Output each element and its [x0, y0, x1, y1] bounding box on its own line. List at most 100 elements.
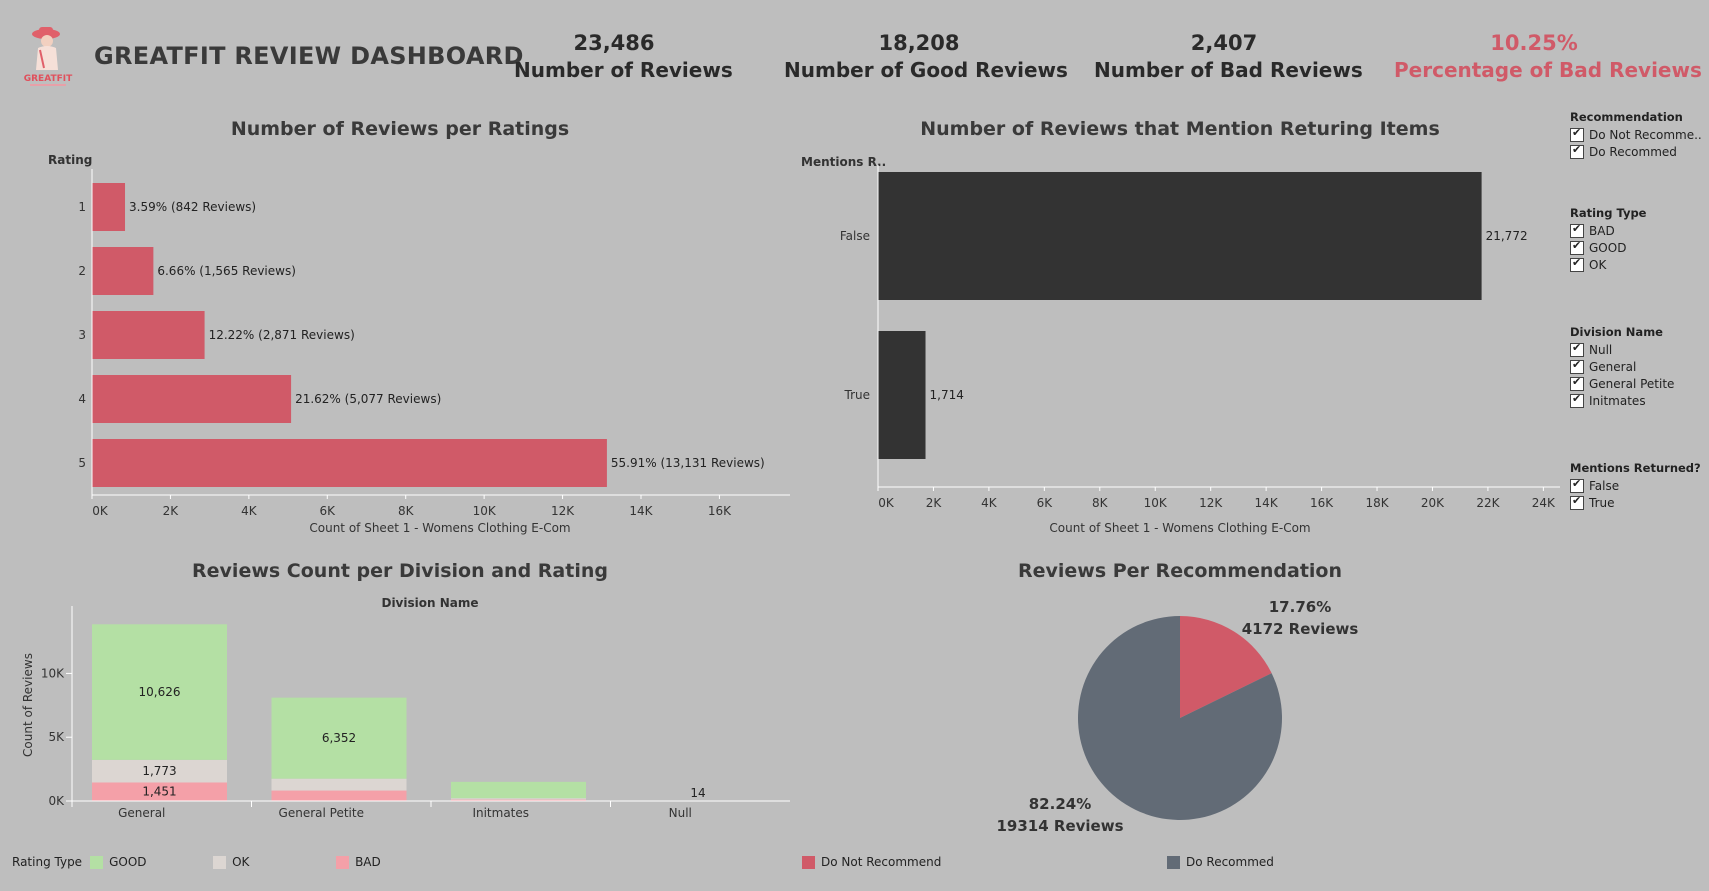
kpi-number-of-reviews: 23,486 Number of Reviews	[514, 30, 733, 84]
y-axis-title: Rating	[48, 153, 92, 167]
filter-division-name: Division Name Null General General Petit…	[1570, 325, 1706, 409]
y-tick-label: 0K	[48, 794, 65, 808]
x-axis-title: Division Name	[381, 596, 478, 610]
bar	[92, 183, 126, 231]
x-tick-label: 14K	[629, 504, 653, 518]
legend-title: Rating Type	[12, 855, 83, 869]
kpi-label: Number of Bad Reviews	[1094, 58, 1363, 82]
data-label: 14	[690, 786, 705, 800]
x-tick-label: 24K	[1532, 496, 1556, 510]
recommendation-chart-title: Reviews Per Recommendation	[1017, 560, 1342, 582]
filter-option-good[interactable]: GOOD	[1570, 239, 1706, 256]
checkbox-checked-icon[interactable]	[1570, 256, 1584, 272]
legend-swatch-do-recommed	[1167, 855, 1180, 869]
checkbox-checked-icon[interactable]	[1570, 143, 1584, 159]
x-axis-title: Count of Sheet 1 - Womens Clothing E-Com	[1049, 521, 1310, 535]
returns-chart: Mentions R.. False 21,772 True 1,714 0K 2K 4K 6K…	[801, 155, 1560, 535]
data-label: 6.66% (1,565 Reviews)	[157, 264, 296, 278]
filter-panel: Recommendation Do Not Recomme.. Do Recom…	[1570, 110, 1706, 529]
x-tick-label: 16K	[1310, 496, 1334, 510]
x-tick-label: 16K	[708, 504, 732, 518]
filter-option-bad[interactable]: BAD	[1570, 222, 1706, 239]
stacked-bar-segment	[451, 798, 586, 800]
stacked-bar-segment	[92, 759, 227, 783]
legend-swatch-ok	[213, 855, 227, 869]
filter-mentions-returned: Mentions Returned? False True	[1570, 461, 1706, 511]
x-tick-label: 10K	[1144, 496, 1168, 510]
filter-title: Mentions Returned?	[1570, 461, 1701, 475]
checkbox-checked-icon[interactable]	[1570, 222, 1584, 238]
y-tick-label: True	[844, 388, 871, 402]
filter-title: Rating Type	[1570, 206, 1647, 220]
recommendation-pie-chart: 17.76% 4172 Reviews 82.24% 19314 Reviews	[996, 598, 1359, 835]
filter-option-ok[interactable]: OK	[1570, 256, 1706, 273]
stacked-bar-segment	[451, 799, 586, 801]
filter-option-label: OK	[1589, 257, 1607, 272]
filter-option-label: General Petite	[1589, 376, 1675, 391]
filter-option-false[interactable]: False	[1570, 477, 1706, 494]
checkbox-checked-icon[interactable]	[1570, 375, 1584, 391]
slice-percent-label: 17.76%	[1269, 598, 1331, 616]
filter-option-label: True	[1589, 495, 1615, 510]
checkbox-checked-icon[interactable]	[1570, 239, 1584, 255]
filter-option-label: Do Not Recomme..	[1589, 127, 1702, 142]
y-tick-label: 5K	[48, 730, 65, 744]
filter-option-label: GOOD	[1589, 240, 1627, 255]
filter-option-null[interactable]: Null	[1570, 341, 1706, 358]
data-label: 3.59% (842 Reviews)	[129, 200, 256, 214]
filter-option-label: False	[1589, 478, 1620, 493]
filter-option-label: Initmates	[1589, 393, 1646, 408]
filter-option-true[interactable]: True	[1570, 494, 1706, 511]
legend-label-ok: OK	[232, 855, 250, 869]
kpi-value: 2,407	[1190, 31, 1258, 55]
checkbox-checked-icon[interactable]	[1570, 358, 1584, 374]
filter-option-initmates[interactable]: Initmates	[1570, 392, 1706, 409]
kpi-label: Number of Good Reviews	[784, 58, 1068, 82]
division-chart-title: Reviews Count per Division and Rating	[192, 560, 608, 582]
recommendation-legend: Do Not Recommend Do Recommed	[802, 855, 1274, 869]
kpi-value: 10.25%	[1490, 31, 1578, 55]
stacked-bar-segment	[271, 697, 407, 779]
slice-count-label: 4172 Reviews	[1242, 620, 1359, 638]
y-axis-title: Mentions R..	[801, 155, 886, 169]
filter-option-general[interactable]: General	[1570, 358, 1706, 375]
x-tick-label: 12K	[551, 504, 575, 518]
bar	[92, 439, 607, 487]
data-label: 1,451	[142, 785, 176, 799]
stacked-bar-segment	[451, 781, 586, 799]
filter-option-do-not-recommend[interactable]: Do Not Recomme..	[1570, 126, 1706, 143]
legend-label-do-recommed: Do Recommed	[1186, 855, 1274, 869]
x-tick-label: 0K	[92, 504, 109, 518]
ratings-chart-title: Number of Reviews per Ratings	[230, 118, 570, 140]
x-tick-label: General Petite	[279, 806, 364, 820]
data-label: 21,772	[1486, 229, 1528, 243]
checkbox-checked-icon[interactable]	[1570, 494, 1584, 510]
data-label: 1,714	[930, 388, 964, 402]
checkbox-checked-icon[interactable]	[1570, 126, 1584, 142]
legend-label-do-not-recommend: Do Not Recommend	[821, 855, 942, 869]
legend-swatch-do-not-recommend	[802, 855, 815, 869]
x-tick-label: Initmates	[472, 806, 529, 820]
x-tick-label: Null	[669, 806, 692, 820]
x-tick-label: 6K	[1037, 496, 1054, 510]
checkbox-checked-icon[interactable]	[1570, 341, 1584, 357]
filter-recommendation: Recommendation Do Not Recomme.. Do Recom…	[1570, 110, 1706, 160]
x-tick-label: 20K	[1421, 496, 1445, 510]
bar	[878, 331, 926, 459]
x-tick-label: 8K	[398, 504, 415, 518]
filter-option-do-recommed[interactable]: Do Recommed	[1570, 143, 1706, 160]
filter-option-general-petite[interactable]: General Petite	[1570, 375, 1706, 392]
checkbox-checked-icon[interactable]	[1570, 392, 1584, 408]
filter-rating-type: Rating Type BAD GOOD OK	[1570, 206, 1706, 273]
x-tick-label: 0K	[878, 496, 895, 510]
data-label: 6,352	[322, 731, 356, 745]
x-axis-title: Count of Sheet 1 - Womens Clothing E-Com	[309, 521, 570, 535]
y-tick-label: 3	[78, 328, 86, 342]
filter-title: Division Name	[1570, 325, 1663, 339]
checkbox-checked-icon[interactable]	[1570, 477, 1584, 493]
x-tick-label: General	[118, 806, 165, 820]
y-tick-label: 10K	[41, 666, 65, 680]
stacked-bar-segment	[271, 790, 407, 801]
data-label: 10,626	[139, 685, 181, 699]
pie-slice	[1180, 616, 1272, 718]
